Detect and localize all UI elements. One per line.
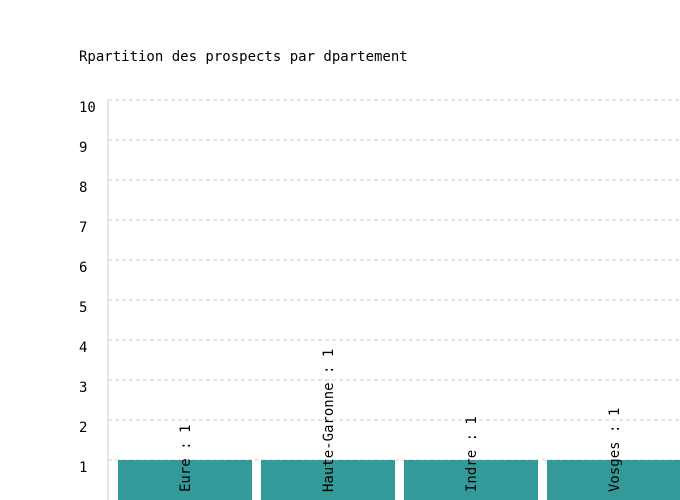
y-tick-label: 2 [79, 420, 87, 436]
grid-layer [108, 99, 680, 461]
bar-layer [118, 460, 680, 500]
y-tick-label: 3 [79, 380, 87, 396]
bar-eure [118, 460, 252, 500]
data-label-layer: Eure : 1 Haute-Garonne : 1 Indre : 1 Vosges… [178, 349, 623, 492]
y-tick-label: 7 [79, 220, 87, 236]
data-label: Eure : 1 [178, 425, 194, 492]
data-label: Haute-Garonne : 1 [321, 349, 337, 492]
y-tick-label: 4 [79, 340, 87, 356]
y-tick-label: 6 [79, 260, 87, 276]
y-tick-label: 1 [79, 460, 87, 476]
data-label: Indre : 1 [464, 416, 480, 492]
bar-indre [404, 460, 538, 500]
y-tick-labels: 10 9 8 7 6 5 4 3 2 1 [79, 100, 96, 476]
bar-haute-garonne [261, 460, 395, 500]
y-tick-label: 8 [79, 180, 87, 196]
data-label: Vosges : 1 [607, 408, 623, 492]
bar-vosges [547, 460, 680, 500]
y-tick-label: 10 [79, 100, 96, 116]
chart-title: Rpartition des prospects par dpartement [79, 49, 408, 65]
y-tick-label: 5 [79, 300, 87, 316]
y-tick-label: 9 [79, 140, 87, 156]
